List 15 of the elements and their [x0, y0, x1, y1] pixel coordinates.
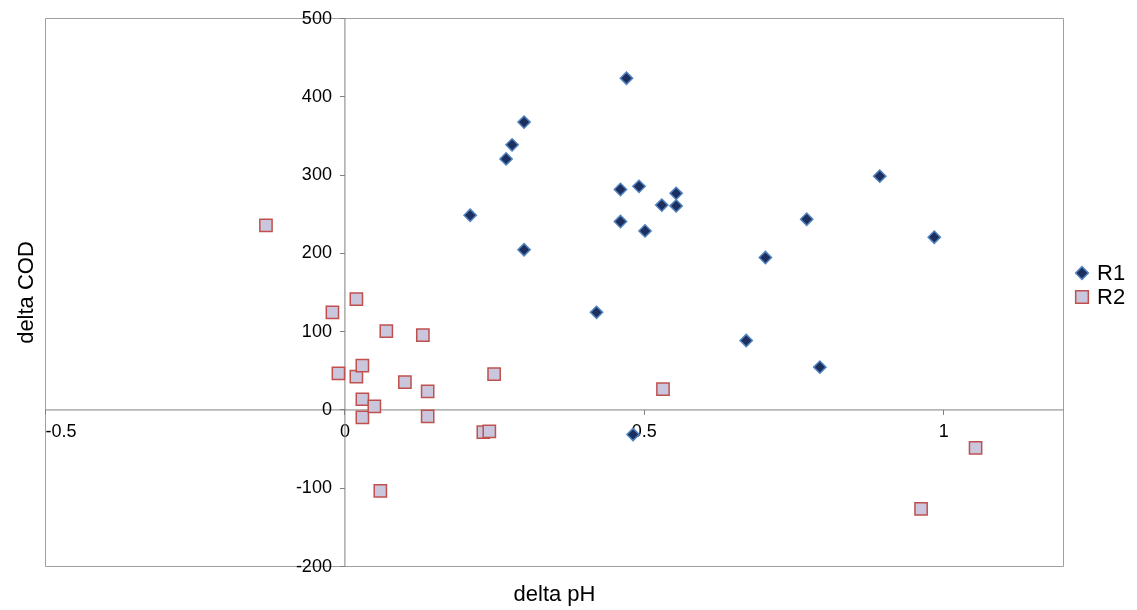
x-axis-title: delta pH — [513, 580, 596, 606]
y-tick-label: -100 — [295, 477, 332, 498]
legend-label: R1 — [1097, 260, 1126, 285]
x-tick-label: -0.5 — [45, 420, 77, 441]
y-tick-label: -200 — [295, 555, 332, 576]
y-tick-label: 500 — [301, 7, 332, 28]
x-tick-label: 0 — [339, 420, 350, 441]
y-axis-title: delta COD — [12, 241, 38, 344]
y-tick-label: 0 — [321, 398, 332, 419]
y-tick-label: 400 — [301, 85, 332, 106]
x-tick-label: 1 — [938, 420, 949, 441]
y-tick-label: 100 — [301, 320, 332, 341]
y-tick-label: 300 — [301, 164, 332, 185]
legend-label: R2 — [1097, 284, 1126, 309]
y-tick-label: 200 — [301, 242, 332, 263]
